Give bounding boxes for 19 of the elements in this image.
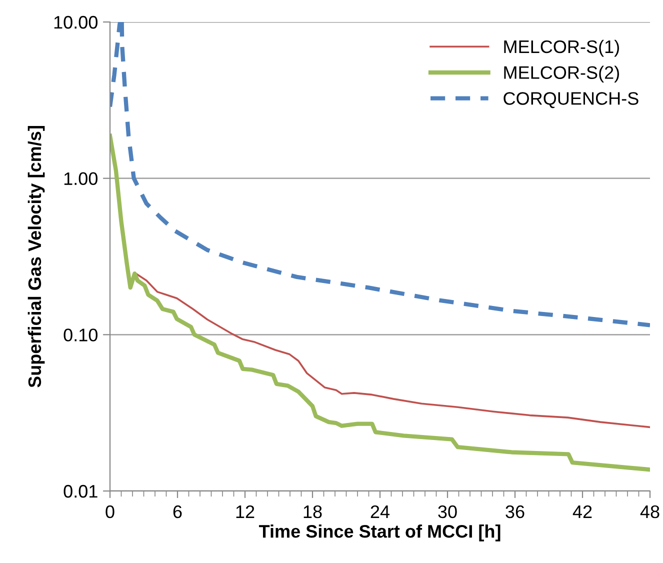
x-tick-label: 12 [236, 505, 254, 518]
legend-label: MELCOR-S(2) [504, 66, 619, 83]
y-axis-title: Superficial Gas Velocity [cm/s] [28, 126, 45, 388]
x-tick-label: 30 [438, 505, 457, 518]
legend-label: MELCOR-S(1) [504, 40, 619, 57]
legend-label: CORQUENCH-S [504, 92, 638, 108]
x-tick-label: 48 [640, 505, 660, 518]
y-tick-label: 0.10 [64, 328, 98, 342]
x-tick-label: 18 [304, 505, 322, 518]
y-tick-label: 0.01 [64, 484, 98, 498]
x-tick-label: 36 [506, 505, 524, 518]
line-series [110, 134, 650, 472]
x-tick-label: 6 [173, 505, 182, 518]
x-tick-label: 0 [106, 505, 114, 518]
x-tick-label: 24 [370, 505, 390, 518]
y-tick-label: 10.00 [54, 16, 98, 29]
x-tick-label: 42 [572, 505, 592, 518]
x-axis-title: Time Since Start of MCCI [h] [258, 524, 500, 542]
y-tick-label: 1.00 [64, 172, 98, 186]
